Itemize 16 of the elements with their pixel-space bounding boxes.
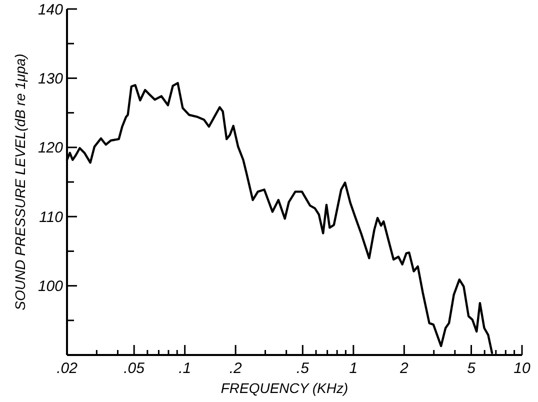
y-axis-title: SOUND PRESSURE LEVEL(dB re 1μpa) [12,54,28,310]
x-tick-label: .02 [56,360,78,377]
x-tick-label: 5 [467,360,476,377]
y-tick-label: 110 [39,208,64,226]
y-tick-label: 140 [38,1,64,18]
x-tick-label: 2 [398,360,409,377]
x-tick-label: .05 [124,360,146,377]
y-tick-label: 130 [38,70,64,88]
x-tick-label: .2 [229,360,242,377]
x-tick-label: 10 [514,360,531,377]
y-tick-label: 100 [38,278,64,296]
y-tick-label: 120 [38,140,64,157]
x-tick-label: .5 [296,360,310,377]
x-tick-label: 1 [349,360,358,377]
x-axis-title: FREQUENCY (KHz) [220,380,348,396]
x-tick-label: .1 [178,360,192,377]
